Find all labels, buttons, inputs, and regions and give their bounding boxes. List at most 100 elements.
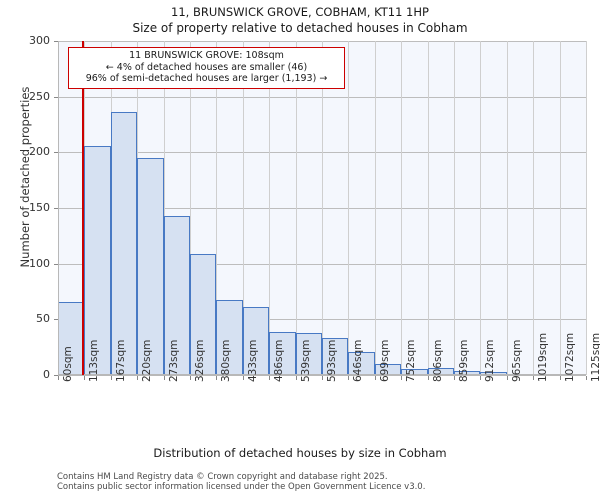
gridline-vertical [586, 41, 587, 375]
x-axis-tick-mark [506, 376, 508, 380]
x-axis-tick-label: 806sqm [431, 339, 444, 382]
x-axis-tick-label: 1125sqm [590, 332, 600, 382]
y-axis-tick-label: 50 [36, 312, 50, 326]
chart-title-block: 11, BRUNSWICK GROVE, COBHAM, KT11 1HP Si… [0, 4, 600, 37]
y-axis-tick-label: 300 [29, 34, 50, 47]
annotation-line-1: 11 BRUNSWICK GROVE: 108sqm [129, 50, 284, 61]
x-axis-tick-mark [322, 376, 323, 380]
histogram-bar [401, 369, 428, 375]
x-axis-tick-label: 1019sqm [537, 332, 550, 382]
gridline-vertical [164, 41, 165, 375]
x-axis-tick-label: 273sqm [167, 339, 180, 382]
annotation-box: 11 BRUNSWICK GROVE: 108sqm ← 4% of detac… [68, 47, 345, 89]
plot-area [58, 41, 587, 376]
gridline-vertical [428, 41, 429, 375]
x-axis-tick-mark [110, 376, 112, 380]
gridline-vertical [190, 41, 191, 375]
x-axis-tick-label: 912sqm [484, 339, 497, 382]
x-axis-tick-label: 699sqm [378, 339, 391, 382]
x-axis-tick-label: 220sqm [141, 339, 154, 382]
histogram-bar [111, 112, 137, 375]
x-axis-tick-mark [190, 376, 191, 380]
x-axis-tick-label: 167sqm [114, 339, 127, 382]
histogram-bar [164, 215, 190, 375]
histogram-bar [454, 370, 480, 375]
x-axis-tick-mark [533, 376, 535, 380]
annotation-line-2: ← 4% of detached houses are smaller (46) [105, 61, 308, 73]
y-axis-tick-label: 150 [29, 201, 50, 214]
page-title: 11, BRUNSWICK GROVE, COBHAM, KT11 1HP [171, 5, 429, 19]
gridline-vertical [401, 41, 402, 375]
gridline-vertical [296, 41, 297, 375]
x-axis-tick-label: 486sqm [273, 339, 286, 382]
gridline-vertical [269, 41, 270, 375]
x-axis-tick-mark [269, 376, 271, 380]
gridline-vertical [375, 41, 376, 375]
histogram-bar [137, 157, 164, 375]
x-axis-tick-label: 593sqm [326, 339, 338, 382]
x-axis-tick-label: 1072sqm [563, 332, 576, 382]
x-axis-tick-mark [242, 376, 244, 380]
y-axis-tick-label: 200 [29, 145, 50, 159]
gridline-vertical [454, 41, 455, 375]
y-axis-tick-label: 0 [43, 368, 50, 381]
x-axis-tick-mark [374, 376, 376, 380]
histogram-bar [216, 300, 243, 375]
gridline-vertical [480, 41, 481, 375]
footer-line-1: Contains HM Land Registry data © Crown c… [57, 472, 388, 482]
x-axis-tick-mark [586, 376, 587, 380]
x-axis-tick-mark [137, 376, 139, 380]
gridline-vertical [216, 41, 217, 375]
x-axis-tick-label: 859sqm [458, 339, 470, 382]
x-axis-tick-mark [480, 376, 482, 380]
x-axis-tick-label: 965sqm [510, 339, 523, 382]
gridline-vertical [507, 41, 508, 375]
x-axis-tick-label: 380sqm [220, 339, 233, 382]
x-axis-tick-mark [454, 376, 455, 380]
chart-subtitle: Size of property relative to detached ho… [132, 21, 468, 35]
histogram-bar [190, 253, 216, 375]
x-axis-tick-mark [401, 376, 403, 380]
annotation-line-3: 96% of semi-detached houses are larger (… [85, 73, 328, 84]
histogram-bar [269, 331, 296, 375]
y-axis-tick-mark [54, 41, 58, 42]
property-size-marker-line [81, 41, 84, 375]
histogram-bar [480, 371, 507, 375]
x-axis-tick-mark [559, 376, 561, 380]
histogram-bar [428, 368, 454, 375]
gridline-vertical [348, 41, 349, 375]
x-axis-tick-mark [348, 376, 350, 380]
y-axis-tick-mark [54, 96, 58, 98]
histogram-bar [348, 351, 375, 375]
x-axis-tick-label: 539sqm [299, 339, 312, 382]
gridline-horizontal [58, 375, 586, 376]
gridline-vertical [560, 41, 561, 375]
histogram-bar [84, 145, 111, 375]
x-axis-tick-label: 113sqm [88, 339, 101, 382]
x-axis-tick-label: 60sqm [62, 346, 74, 382]
x-axis-tick-mark [427, 376, 429, 380]
y-axis-tick-mark [54, 375, 58, 376]
y-axis-tick-mark [54, 208, 58, 209]
y-axis-tick-mark [54, 263, 58, 265]
y-axis-title: Number of detached properties [18, 86, 32, 268]
y-axis-tick-label: 100 [29, 256, 50, 270]
footer-attribution: Contains HM Land Registry data © Crown c… [57, 472, 597, 492]
histogram-bar [296, 332, 322, 375]
gridline-vertical [533, 41, 534, 375]
histogram-bar [322, 338, 348, 375]
gridline-vertical [322, 41, 323, 375]
x-axis-tick-mark [84, 376, 86, 380]
gridline-vertical [243, 41, 244, 375]
y-axis-tick-mark [54, 152, 58, 154]
x-axis-title: Distribution of detached houses by size … [153, 446, 447, 460]
y-axis-tick-label: 250 [29, 89, 50, 103]
x-axis-tick-label: 752sqm [405, 339, 418, 382]
histogram-bar [375, 363, 401, 375]
footer-line-2: Contains public sector information licen… [57, 482, 426, 492]
x-axis-tick-label: 326sqm [194, 339, 206, 382]
y-axis-tick-mark [54, 319, 58, 321]
x-axis-tick-mark [295, 376, 297, 380]
